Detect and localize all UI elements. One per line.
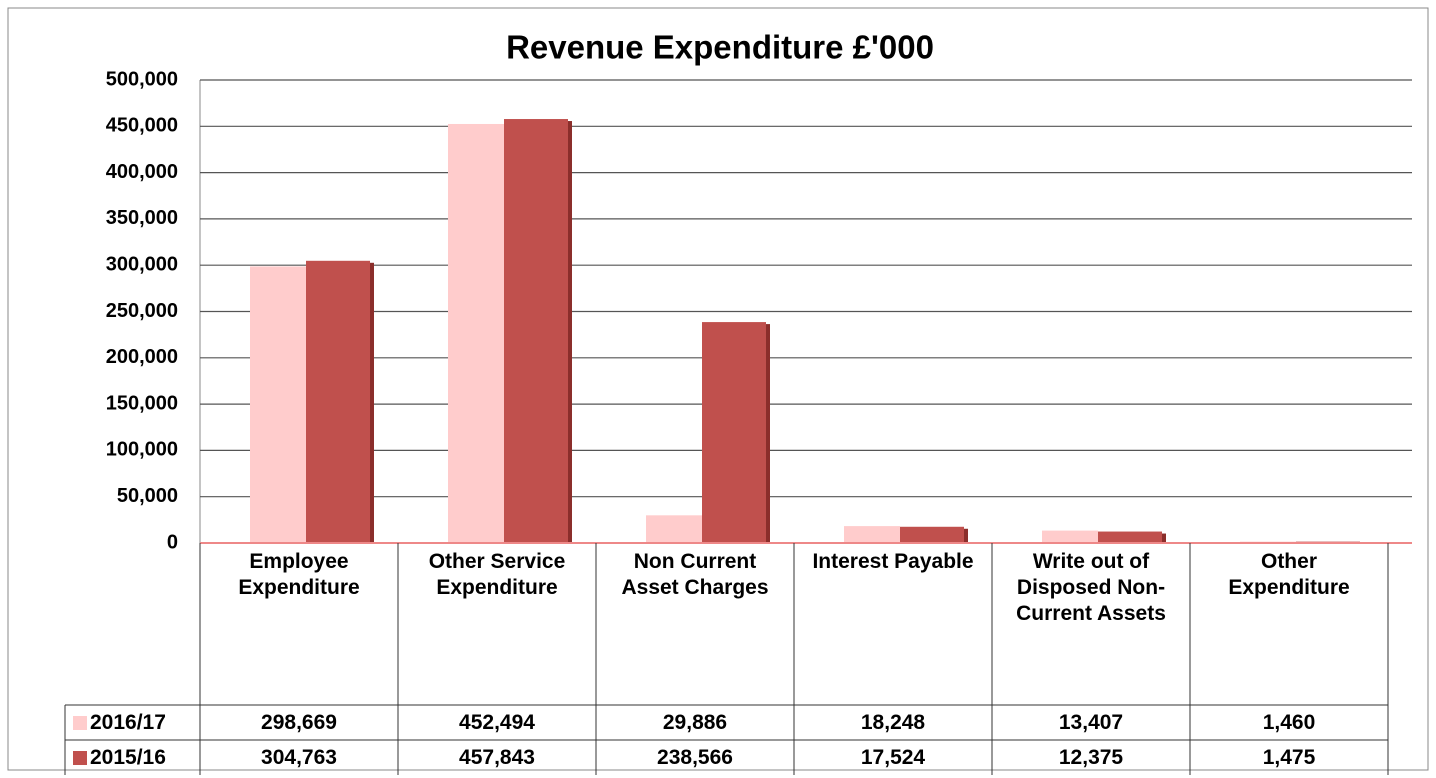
table-value: 452,494 [459,711,535,734]
legend-key [73,716,87,730]
bar-side [766,324,770,543]
y-tick-label: 500,000 [106,68,178,90]
bar-side [1162,533,1166,543]
x-tick-label: Other Service Expenditure [428,550,566,599]
y-tick-label: 300,000 [106,253,178,275]
legend-label: 2015/16 [90,746,166,769]
bar [844,526,900,543]
table-value: 457,843 [459,746,535,769]
bar [702,322,766,543]
chart-title: Revenue Expenditure £'000 [506,29,934,66]
y-tick-label: 200,000 [106,346,178,368]
y-tick-label: 50,000 [117,485,178,507]
bar [306,260,370,543]
y-tick-label: 250,000 [106,300,178,322]
x-tick-label: Non Current Asset Charges [621,550,769,599]
x-tick-label: Employee Expenditure [238,550,360,599]
table-value: 29,886 [662,711,728,734]
table-value: 12,375 [1058,746,1124,769]
table-value: 1,460 [1262,711,1316,734]
y-tick-label: 400,000 [106,161,178,183]
legend-label: 2016/17 [90,711,166,734]
y-tick-label: 100,000 [106,439,178,461]
table-value: 13,407 [1058,711,1124,734]
legend-key [73,751,87,765]
bar [504,119,568,543]
y-tick-label: 150,000 [106,392,178,414]
bar-side [964,528,968,543]
x-tick-label: Interest Payable [812,550,974,573]
table-value: 304,763 [261,746,337,769]
bar [900,526,964,543]
bar [448,123,504,544]
bar [646,515,702,543]
table-value: 238,566 [657,746,733,769]
x-tick-label: Other Expenditure [1228,550,1350,599]
table-value: 18,248 [860,711,926,734]
table-value: 1,475 [1262,746,1316,769]
bar [1098,531,1162,543]
y-tick-label: 450,000 [106,115,178,137]
bar [250,266,306,543]
table-value: 17,524 [860,746,926,769]
x-tick-label: Write out of Disposed Non-Current Assets [1016,550,1166,625]
bar [1042,530,1098,543]
table-value: 298,669 [261,711,337,734]
y-tick-label: 350,000 [106,207,178,229]
y-tick-label: 0 [167,531,178,553]
bar-side [370,262,374,543]
bar-side [568,121,572,543]
